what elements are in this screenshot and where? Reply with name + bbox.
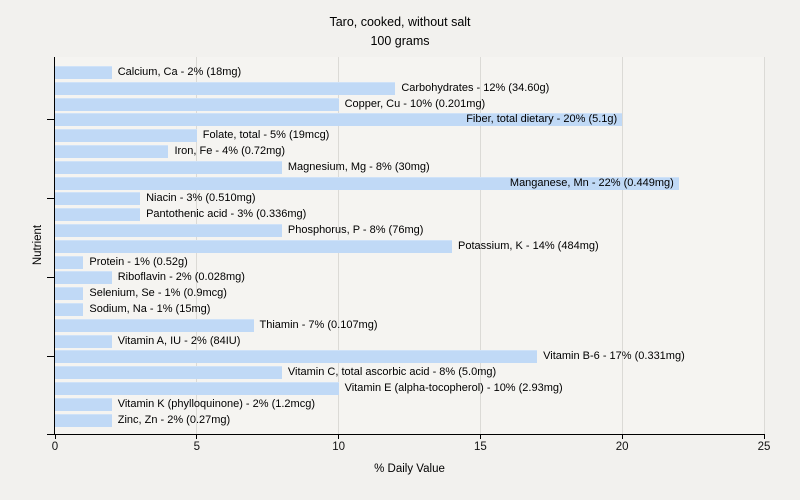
bar-label-vitamin-a-iu: Vitamin A, IU - 2% (84IU) [117, 334, 241, 347]
x-tick-label-15: 15 [473, 441, 487, 453]
bar-label-zinc-zn: Zinc, Zn - 2% (0.27mg) [117, 413, 231, 426]
bar-label-calcium-ca: Calcium, Ca - 2% (18mg) [117, 66, 242, 78]
bar-riboflavin [55, 271, 112, 285]
x-tick-label-20: 20 [615, 441, 629, 453]
bar-folate-total [55, 129, 197, 143]
bar-label-folate-total: Folate, total - 5% (19mcg) [202, 129, 330, 142]
bar-label-copper-cu: Copper, Cu - 10% (0.201mg) [344, 97, 486, 110]
y-axis-label: Nutrient [32, 224, 44, 266]
bar-thiamin [55, 318, 254, 332]
bar-label-sodium-na: Sodium, Na - 1% (15mg) [89, 303, 211, 315]
bar-label-vitamin-k-phylloquinone: Vitamin K (phylloquinone) - 2% (1.2mcg) [117, 397, 315, 410]
bar-manganese-mn [55, 176, 679, 190]
bar-label-riboflavin: Riboflavin - 2% (0.028mg) [117, 271, 245, 284]
chart-title: Taro, cooked, without salt [329, 15, 471, 29]
y-tick-row-20 [47, 119, 54, 121]
y-tick-row-5 [47, 356, 54, 358]
x-tick-label-25: 25 [757, 441, 771, 453]
x-tick-25 [763, 435, 765, 439]
y-tick-row-10 [47, 277, 54, 279]
bar-pantothenic-acid [55, 208, 141, 222]
bar-label-iron-fe: Iron, Fe - 4% (0.72mg) [174, 145, 286, 157]
x-tick-10 [338, 435, 340, 439]
bar-magnesium-mg [55, 160, 282, 174]
bar-label-phosphorus-p: Phosphorus, P - 8% (76mg) [287, 224, 424, 236]
bar-label-magnesium-mg: Magnesium, Mg - 8% (30mg) [287, 160, 430, 173]
x-tick-20 [621, 435, 623, 439]
x-tick-5 [196, 435, 198, 439]
x-tick-label-10: 10 [332, 441, 345, 453]
bar-zinc-zn [55, 413, 112, 427]
gridline-25 [763, 57, 765, 434]
bar-sodium-na [55, 303, 84, 316]
bar-label-fiber-total-dietary: Fiber, total dietary - 20% (5.1g) [466, 113, 618, 126]
bar-label-selenium-se: Selenium, Se - 1% (0.9mcg) [89, 287, 227, 300]
plot-area: Calcium, Ca - 2% (18mg) Carbohydrates - 1… [55, 57, 765, 434]
bar-phosphorus-p [55, 224, 282, 237]
bar-vitamin-k-phylloquinone [55, 397, 112, 411]
chart-subtitle: 100 grams [370, 34, 430, 48]
bar-potassium-k [55, 239, 453, 253]
bar-fiber-total-dietary [55, 113, 623, 127]
gridline-20 [621, 57, 623, 434]
x-tick-label-5: 5 [193, 441, 200, 453]
bar-label-carbohydrates: Carbohydrates - 12% (34.60g) [401, 81, 550, 94]
bar-label-vitamin-b-6: Vitamin B-6 - 17% (0.331mg) [543, 350, 685, 363]
chart-title-block: Taro, cooked, without salt 100 grams [0, 13, 800, 51]
y-tick-row-15 [47, 198, 54, 200]
y-axis-line [54, 57, 55, 435]
bar-carbohydrates [55, 81, 396, 95]
x-tick-15 [479, 435, 481, 439]
bar-niacin [55, 192, 141, 206]
x-axis-label: % Daily Value [374, 463, 445, 475]
bar-label-niacin: Niacin - 3% (0.510mg) [146, 192, 256, 205]
bar-label-vitamin-c-total-ascorbic-acid: Vitamin C, total ascorbic acid - 8% (5.0… [287, 366, 497, 379]
bar-selenium-se [55, 287, 84, 301]
bar-vitamin-a-iu [55, 334, 112, 348]
x-axis-line [47, 434, 765, 435]
gridline-15 [479, 57, 481, 434]
bar-iron-fe [55, 145, 169, 158]
bar-label-potassium-k: Potassium, K - 14% (484mg) [458, 239, 599, 252]
bar-label-protein: Protein - 1% (0.52g) [89, 255, 188, 268]
bar-calcium-ca [55, 66, 112, 79]
bar-vitamin-e-alpha-tocopherol [55, 382, 339, 395]
bar-vitamin-c-total-ascorbic-acid [55, 366, 282, 380]
bar-label-vitamin-e-alpha-tocopherol: Vitamin E (alpha-tocopherol) - 10% (2.93… [344, 382, 563, 394]
x-tick-label-0: 0 [51, 441, 59, 453]
x-tick-0 [54, 435, 56, 439]
bar-label-manganese-mn: Manganese, Mn - 22% (0.449mg) [509, 176, 674, 189]
bar-label-pantothenic-acid: Pantothenic acid - 3% (0.336mg) [146, 208, 307, 221]
bar-copper-cu [55, 97, 339, 111]
bar-protein [55, 255, 84, 269]
bar-vitamin-b-6 [55, 350, 538, 364]
bar-label-thiamin: Thiamin - 7% (0.107mg) [259, 318, 378, 331]
